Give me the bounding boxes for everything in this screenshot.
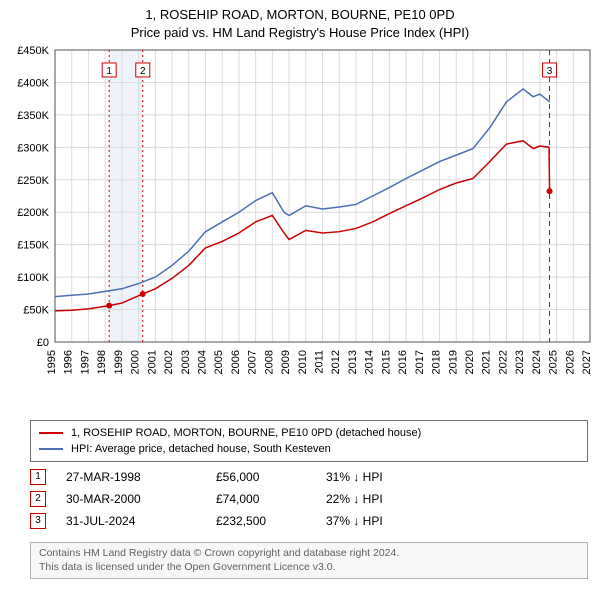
svg-text:2023: 2023 [514,350,526,374]
svg-text:2025: 2025 [548,350,560,374]
svg-text:2027: 2027 [581,350,593,374]
svg-text:2017: 2017 [414,350,426,374]
attribution-line-1: Contains HM Land Registry data © Crown c… [39,547,579,561]
attribution-line-2: This data is licensed under the Open Gov… [39,561,579,575]
svg-text:£50K: £50K [23,305,49,317]
svg-text:2004: 2004 [196,350,208,374]
svg-text:1996: 1996 [63,350,75,374]
marker-row: 2 30-MAR-2000£74,00022% ↓ HPI [30,488,570,510]
svg-text:£150K: £150K [17,240,49,252]
marker-date: 31-JUL-2024 [66,514,216,528]
svg-text:2024: 2024 [531,350,543,374]
legend-label: 1, ROSEHIP ROAD, MORTON, BOURNE, PE10 0P… [71,427,421,439]
marker-diff: 22% ↓ HPI [326,492,436,506]
marker-number-box: 2 [30,491,46,507]
svg-text:2003: 2003 [180,350,192,374]
svg-text:£350K: £350K [17,110,49,122]
svg-text:2013: 2013 [347,350,359,374]
svg-text:£300K: £300K [17,143,49,155]
svg-text:£200K: £200K [17,208,49,220]
svg-text:2: 2 [140,66,146,77]
legend-swatch [39,432,63,434]
marker-row: 1 27-MAR-1998£56,00031% ↓ HPI [30,466,570,488]
svg-text:2018: 2018 [431,350,443,374]
svg-text:2012: 2012 [330,350,342,374]
svg-text:1998: 1998 [96,350,108,374]
svg-text:2000: 2000 [130,350,142,374]
svg-text:2010: 2010 [297,350,309,374]
svg-text:£400K: £400K [17,78,49,90]
svg-text:2009: 2009 [280,350,292,374]
svg-text:2016: 2016 [397,350,409,374]
svg-text:1997: 1997 [79,350,91,374]
svg-text:2020: 2020 [464,350,476,374]
svg-text:2007: 2007 [247,350,259,374]
title-line-2: Price paid vs. HM Land Registry's House … [0,24,600,42]
legend-swatch [39,448,63,450]
svg-text:£250K: £250K [17,175,49,187]
marker-price: £74,000 [216,492,326,506]
attribution-box: Contains HM Land Registry data © Crown c… [30,542,588,579]
marker-diff: 37% ↓ HPI [326,514,436,528]
svg-text:£100K: £100K [17,272,49,284]
marker-date: 30-MAR-2000 [66,492,216,506]
legend-box: 1, ROSEHIP ROAD, MORTON, BOURNE, PE10 0P… [30,420,588,462]
svg-text:1995: 1995 [46,350,58,374]
svg-text:2014: 2014 [364,350,376,374]
svg-text:2002: 2002 [163,350,175,374]
marker-diff: 31% ↓ HPI [326,470,436,484]
svg-text:2026: 2026 [564,350,576,374]
svg-text:3: 3 [547,66,553,77]
chart-title-block: 1, ROSEHIP ROAD, MORTON, BOURNE, PE10 0P… [0,0,600,42]
marker-number-box: 1 [30,469,46,485]
marker-number-box: 3 [30,513,46,529]
legend-item: 1, ROSEHIP ROAD, MORTON, BOURNE, PE10 0P… [39,425,579,441]
marker-price: £232,500 [216,514,326,528]
svg-text:1999: 1999 [113,350,125,374]
svg-text:£0: £0 [37,337,49,349]
sale-markers-table: 1 27-MAR-1998£56,00031% ↓ HPI 2 30-MAR-2000… [30,466,570,532]
svg-text:1: 1 [106,66,112,77]
price-chart: £0 £50K £100K £150K £200K £250K £300K £350K £400… [0,42,600,412]
svg-text:2021: 2021 [481,350,493,374]
svg-text:2001: 2001 [146,350,158,374]
svg-text:2011: 2011 [314,350,326,374]
marker-price: £56,000 [216,470,326,484]
svg-text:2019: 2019 [447,350,459,374]
legend-label: HPI: Average price, detached house, Sout… [71,443,331,455]
svg-text:2008: 2008 [263,350,275,374]
svg-text:2005: 2005 [213,350,225,374]
marker-date: 27-MAR-1998 [66,470,216,484]
svg-text:£450K: £450K [17,45,49,57]
marker-row: 3 31-JUL-2024£232,50037% ↓ HPI [30,510,570,532]
svg-text:2006: 2006 [230,350,242,374]
svg-text:2022: 2022 [497,350,509,374]
svg-text:2015: 2015 [380,350,392,374]
title-line-1: 1, ROSEHIP ROAD, MORTON, BOURNE, PE10 0P… [0,6,600,24]
legend-item: HPI: Average price, detached house, Sout… [39,441,579,457]
